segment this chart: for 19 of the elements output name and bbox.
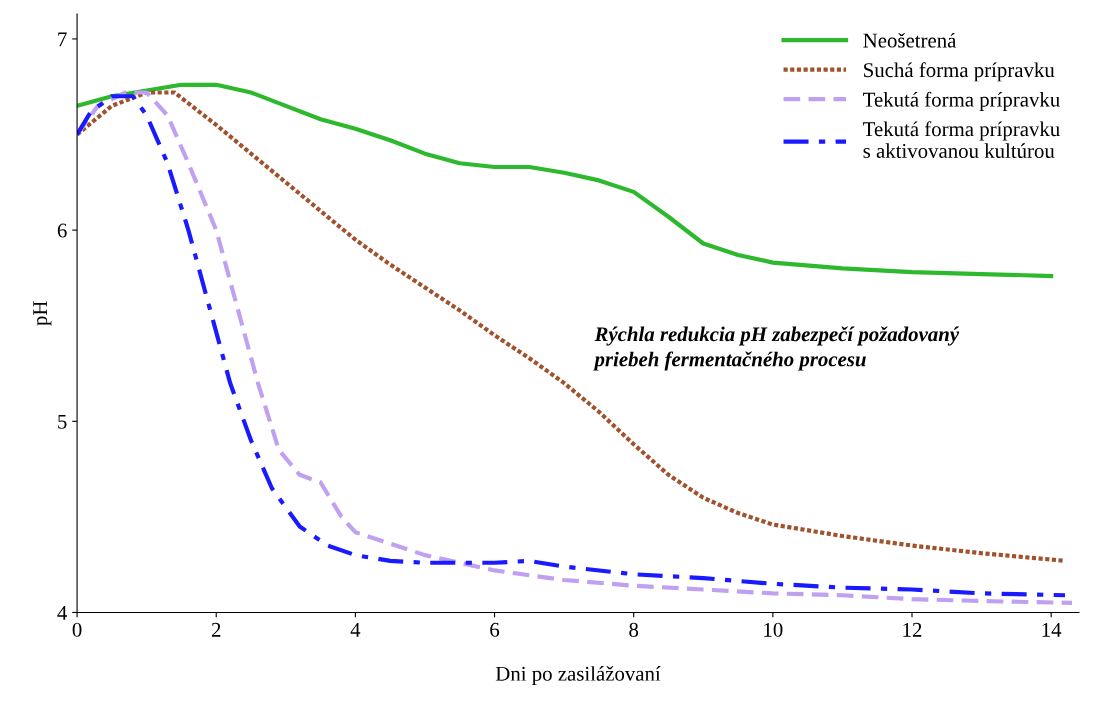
x-tick-label: 6 <box>490 622 500 637</box>
x-tick-label: 2 <box>211 622 221 637</box>
x-tick-label: 14 <box>1042 622 1062 637</box>
y-axis-title: pH <box>33 301 52 326</box>
x-axis-title: Dni po zasilážovaní <box>495 666 661 686</box>
legend-label: Tekutá forma prípravku <box>863 91 1060 111</box>
y-tick-label: 7 <box>58 32 67 47</box>
legend-label: Neošetrená <box>863 32 957 48</box>
annotation: Rýchla redukcia pH zabezpečí požadovaný priebeh fermentačného procesu <box>593 326 960 371</box>
x-tick-label: 8 <box>629 622 639 637</box>
x-tick-label: 0 <box>72 622 82 637</box>
y-tick-label: 6 <box>57 223 67 238</box>
legend-label: Suchá forma prípravku <box>864 62 1055 82</box>
y-tick-label: 4 <box>57 605 68 620</box>
x-tick-label: 12 <box>903 622 922 637</box>
x-tick-label: 4 <box>350 622 361 637</box>
y-tick-label: 5 <box>58 414 67 429</box>
x-tick-label: 10 <box>764 622 783 637</box>
legend-label: Tekutá forma prípravku s aktivovanou kultúrou <box>863 121 1060 158</box>
